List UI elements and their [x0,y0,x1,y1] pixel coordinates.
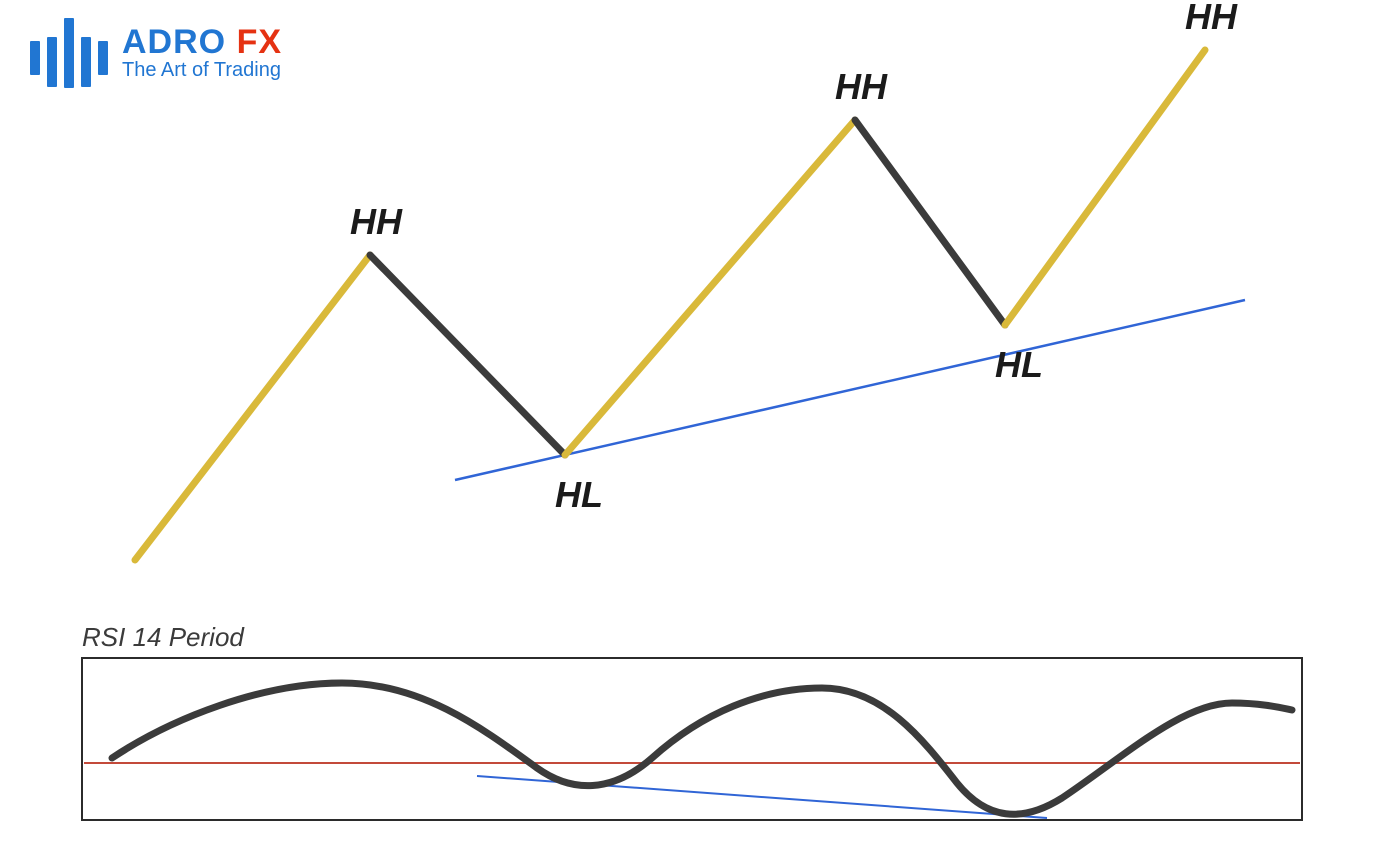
price-upswing [135,255,370,560]
higher-high-label: HH [350,201,402,243]
rsi-title: RSI 14 Period [82,622,244,653]
price-downswing [855,120,1005,325]
higher-low-label: HL [555,474,603,516]
higher-low-label: HL [995,344,1043,386]
rsi-panel [82,658,1302,820]
higher-high-label: HH [1185,0,1237,38]
price-upswing [1005,50,1205,325]
price-upswing [565,120,855,455]
price-downswing [370,255,565,455]
higher-high-label: HH [835,66,887,108]
rsi-box [82,658,1302,820]
price-chart [85,20,1305,580]
price-trendline [455,300,1245,480]
rsi-curve [112,683,1292,814]
